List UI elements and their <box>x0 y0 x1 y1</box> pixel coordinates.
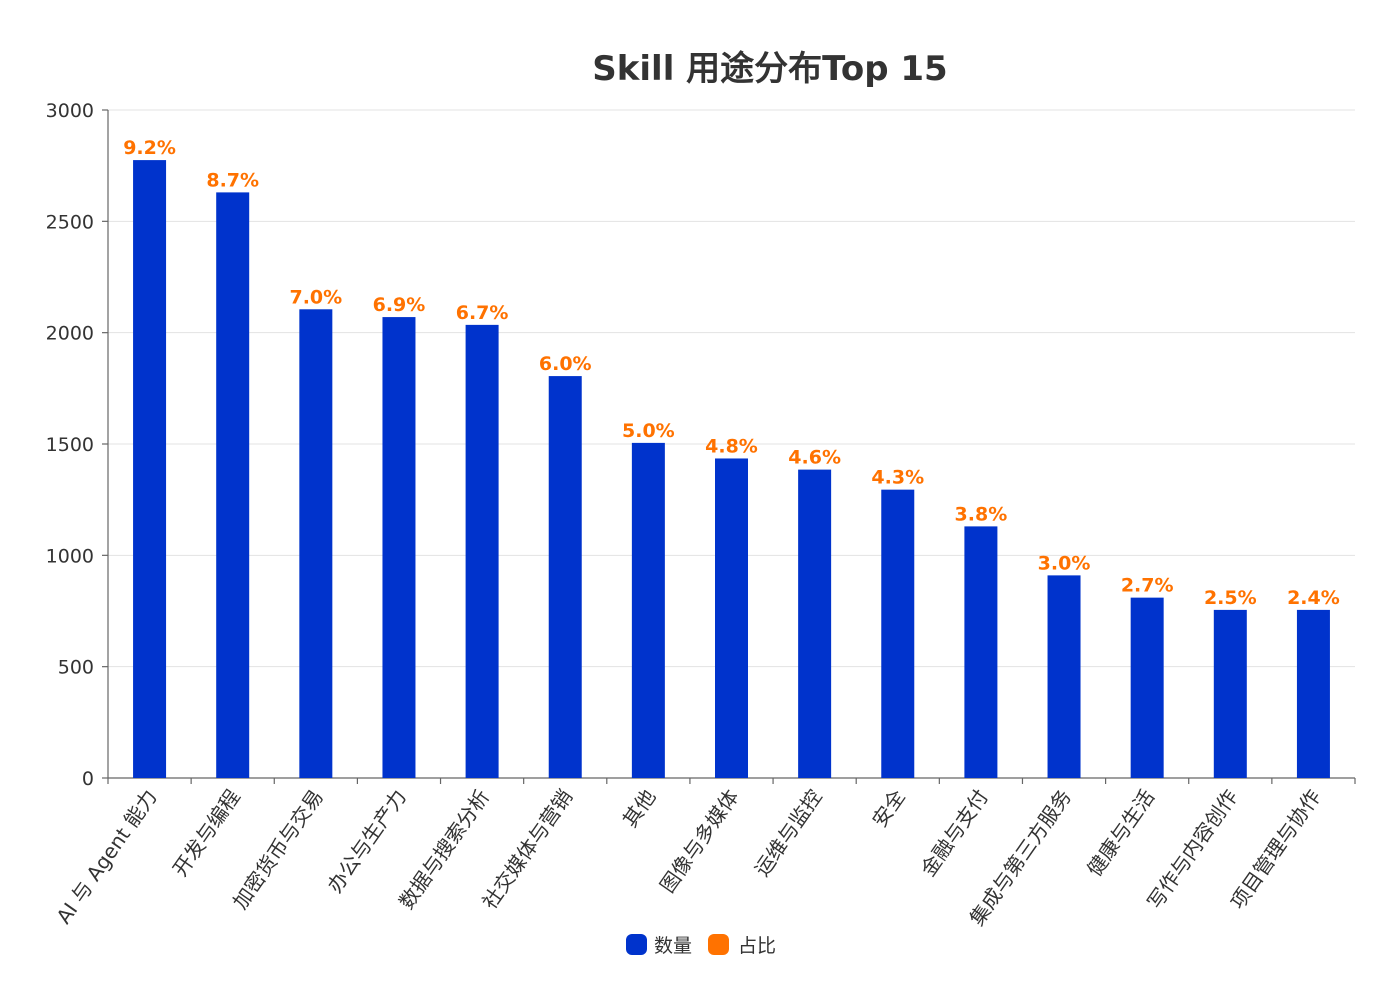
bar[interactable] <box>1130 597 1164 778</box>
bar[interactable] <box>382 317 416 778</box>
data-label: 5.0% <box>622 420 675 442</box>
bar[interactable] <box>133 160 167 779</box>
x-tick-label: 数据与搜索分析 <box>394 785 494 913</box>
data-label: 2.4% <box>1287 587 1340 609</box>
data-label: 4.3% <box>871 467 924 489</box>
legend-item-count[interactable]: 数量 <box>626 934 692 957</box>
bar[interactable] <box>881 489 915 778</box>
legend: 数量 占比 <box>626 934 776 957</box>
y-tick-label: 1000 <box>46 545 94 567</box>
x-tick-label: 图像与多媒体 <box>655 785 743 897</box>
y-tick-label: 2000 <box>46 323 94 345</box>
bar[interactable] <box>964 526 998 778</box>
data-label: 7.0% <box>289 286 342 308</box>
x-tick-label: 其他 <box>618 785 661 832</box>
data-label: 2.5% <box>1204 587 1257 609</box>
x-tick-label: 加密货币与交易 <box>228 785 328 913</box>
y-tick-label: 3000 <box>46 100 94 122</box>
x-tick-label: 办公与生产力 <box>323 785 411 897</box>
bar[interactable] <box>1047 575 1081 778</box>
legend-item-share[interactable]: 占比 <box>708 934 776 957</box>
bar[interactable] <box>299 309 333 778</box>
x-tick-labels: AI 与 Agent 能力 开发与编程加密货币与交易办公与生产力数据与搜索分析社交… <box>51 785 1325 930</box>
x-tick-label: AI 与 Agent 能力 <box>51 785 161 928</box>
bars <box>133 160 1330 779</box>
y-tick-label: 500 <box>58 657 94 679</box>
legend-label-count: 数量 <box>654 935 692 957</box>
y-tick-label: 0 <box>82 768 94 790</box>
bar[interactable] <box>1213 609 1247 778</box>
bar[interactable] <box>465 324 499 778</box>
x-tick-label: 写作与内容创作 <box>1142 785 1242 913</box>
data-label: 6.7% <box>456 302 509 324</box>
legend-swatch-share <box>708 934 729 955</box>
bar[interactable] <box>216 192 250 779</box>
x-tick-label: 社交媒体与营销 <box>477 785 577 913</box>
data-label: 2.7% <box>1121 575 1174 597</box>
x-tick-label: 运维与监控 <box>750 785 827 881</box>
x-tick-label: 金融与支付 <box>916 785 993 881</box>
x-tick-label: 开发与编程 <box>168 785 245 881</box>
data-label: 6.9% <box>373 294 426 316</box>
chart-title: Skill 用途分布Top 15 <box>592 49 947 89</box>
bar[interactable] <box>798 469 832 778</box>
legend-label-share: 占比 <box>738 935 776 957</box>
data-label: 4.8% <box>705 435 758 457</box>
y-tick-label: 1500 <box>46 434 94 456</box>
bar[interactable] <box>548 376 582 778</box>
data-label: 6.0% <box>539 353 592 375</box>
data-label: 4.6% <box>788 447 841 469</box>
x-tick-label: 健康与生活 <box>1082 785 1159 881</box>
data-labels: 9.2% 8.7% 7.0% 6.9% 6.7% 6.0% 5.0% 4.8% 4.6% 4.3%… <box>123 137 1340 609</box>
x-tick-label: 项目管理与协作 <box>1226 785 1326 913</box>
bar[interactable] <box>715 458 748 778</box>
bar[interactable] <box>631 442 665 778</box>
data-label: 3.8% <box>955 503 1008 525</box>
bar[interactable] <box>1296 609 1330 778</box>
legend-swatch-count <box>626 934 647 955</box>
data-label: 9.2% <box>123 137 176 159</box>
data-label: 8.7% <box>206 169 259 191</box>
x-tick-label: 安全 <box>867 785 910 832</box>
y-tick-label: 2500 <box>46 211 94 233</box>
data-label: 3.0% <box>1038 552 1091 574</box>
